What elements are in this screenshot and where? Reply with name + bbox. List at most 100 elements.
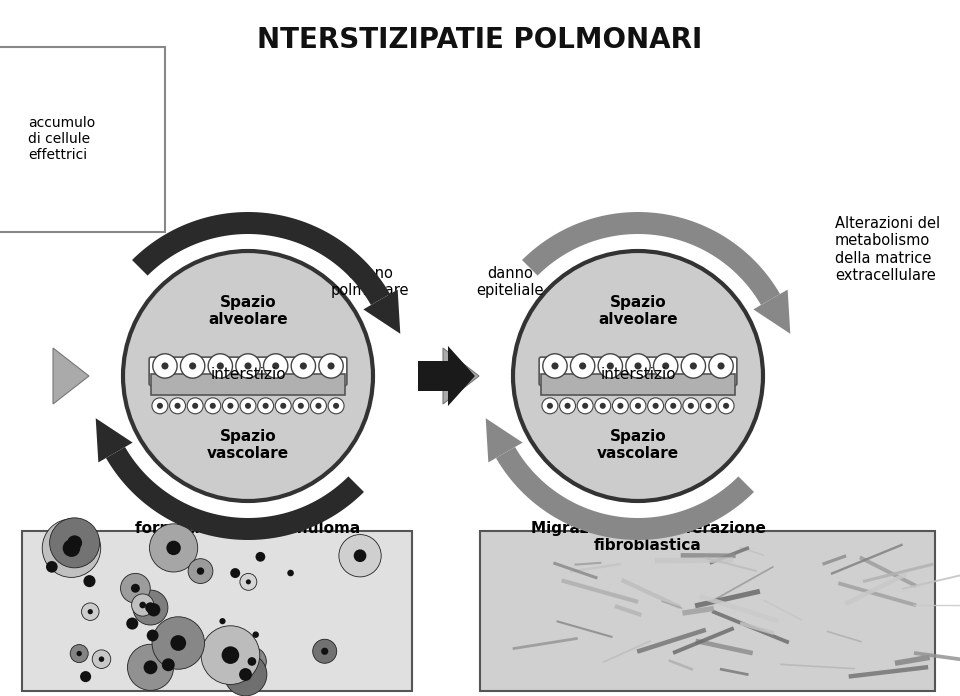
Circle shape (245, 403, 251, 409)
Circle shape (223, 398, 238, 414)
Circle shape (577, 398, 593, 414)
Circle shape (263, 354, 288, 378)
Circle shape (127, 617, 138, 630)
Circle shape (189, 363, 196, 370)
Circle shape (175, 403, 180, 409)
Circle shape (156, 403, 163, 409)
Circle shape (319, 354, 344, 378)
Text: accumulo
di cellule
effettrici: accumulo di cellule effettrici (28, 116, 95, 162)
Bar (541, 374, 734, 395)
Circle shape (579, 363, 587, 370)
Text: danno
epiteliale: danno epiteliale (476, 266, 543, 299)
Circle shape (121, 574, 151, 603)
Circle shape (607, 363, 613, 370)
Circle shape (246, 579, 251, 585)
Circle shape (237, 647, 266, 676)
FancyBboxPatch shape (149, 357, 347, 386)
Circle shape (298, 403, 304, 409)
Circle shape (551, 363, 559, 370)
Circle shape (217, 363, 224, 370)
Circle shape (598, 354, 622, 378)
Circle shape (293, 398, 309, 414)
Circle shape (560, 398, 575, 414)
Circle shape (701, 398, 716, 414)
Circle shape (626, 354, 650, 378)
Circle shape (648, 398, 663, 414)
Text: Alterazioni del
metabolismo
della matrice
extracellulare: Alterazioni del metabolismo della matric… (835, 216, 940, 283)
Circle shape (665, 398, 682, 414)
Circle shape (310, 398, 326, 414)
Circle shape (595, 398, 611, 414)
Circle shape (132, 594, 154, 616)
Polygon shape (496, 447, 754, 540)
Text: Spazio
vascolare: Spazio vascolare (207, 429, 289, 461)
Circle shape (84, 575, 95, 587)
Circle shape (708, 354, 733, 378)
Circle shape (152, 617, 204, 670)
Circle shape (147, 603, 160, 617)
Circle shape (255, 552, 265, 562)
Circle shape (240, 574, 257, 590)
Circle shape (147, 630, 158, 642)
Circle shape (239, 668, 252, 681)
Circle shape (257, 398, 274, 414)
Text: interstizio: interstizio (210, 367, 286, 381)
Circle shape (204, 398, 221, 414)
Polygon shape (53, 348, 89, 404)
Circle shape (67, 535, 83, 551)
Circle shape (542, 354, 567, 378)
Circle shape (62, 539, 81, 557)
Circle shape (187, 398, 204, 414)
Circle shape (600, 403, 606, 409)
Circle shape (70, 644, 88, 663)
Circle shape (236, 354, 260, 378)
Circle shape (230, 568, 240, 578)
Circle shape (280, 403, 286, 409)
Circle shape (209, 403, 216, 409)
Circle shape (662, 363, 669, 370)
Circle shape (139, 602, 146, 608)
Circle shape (245, 363, 252, 370)
Circle shape (145, 602, 156, 612)
Text: Spazio
alveolare: Spazio alveolare (208, 295, 288, 327)
Circle shape (192, 403, 198, 409)
Circle shape (276, 398, 291, 414)
Circle shape (162, 658, 175, 671)
Circle shape (670, 403, 676, 409)
Circle shape (635, 363, 641, 370)
Circle shape (77, 651, 82, 656)
Circle shape (339, 535, 381, 577)
Circle shape (82, 603, 99, 620)
Circle shape (635, 403, 641, 409)
Circle shape (313, 639, 337, 663)
Circle shape (653, 403, 659, 409)
Circle shape (224, 653, 267, 696)
Polygon shape (363, 290, 400, 334)
Circle shape (718, 398, 734, 414)
Circle shape (547, 403, 553, 409)
Circle shape (240, 398, 256, 414)
Circle shape (80, 671, 91, 682)
Circle shape (222, 647, 239, 664)
Circle shape (300, 363, 307, 370)
Circle shape (166, 541, 180, 555)
Circle shape (690, 363, 697, 370)
Circle shape (682, 354, 706, 378)
Circle shape (612, 398, 629, 414)
Text: danno
polmonare: danno polmonare (331, 266, 409, 299)
Circle shape (50, 518, 100, 568)
Polygon shape (418, 346, 475, 406)
Polygon shape (443, 348, 479, 404)
Circle shape (542, 398, 558, 414)
Circle shape (252, 631, 259, 638)
Text: formazione del granuloma: formazione del granuloma (135, 521, 361, 536)
Circle shape (99, 656, 105, 662)
Circle shape (170, 635, 186, 651)
Circle shape (723, 403, 729, 409)
Circle shape (42, 519, 101, 578)
Circle shape (228, 403, 233, 409)
Circle shape (272, 363, 279, 370)
Circle shape (582, 403, 588, 409)
Circle shape (132, 590, 168, 625)
Circle shape (654, 354, 678, 378)
